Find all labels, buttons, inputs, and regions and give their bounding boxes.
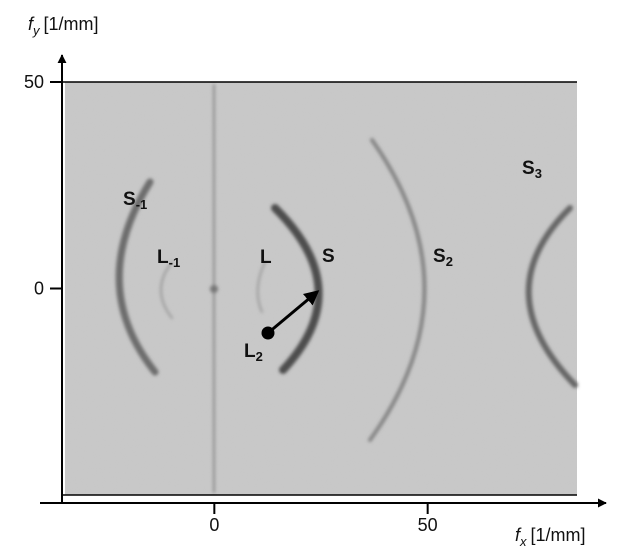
annotation-text: S	[322, 246, 335, 267]
y-label-unit: [1/mm]	[44, 14, 99, 34]
x-axis-label: fx [1/mm]	[515, 525, 586, 547]
annotation: S	[322, 246, 335, 267]
annotation: S-1	[123, 189, 147, 212]
annotation-text: L	[157, 247, 169, 268]
spectrum-image	[65, 82, 578, 495]
arc-s3	[525, 205, 578, 388]
arc-s	[271, 204, 323, 374]
x-tick-label: 0	[209, 515, 219, 535]
annotation: L2	[244, 341, 263, 364]
annotation-text: S	[433, 246, 446, 267]
y-label-sub: y	[32, 23, 41, 38]
x-label-sub: x	[519, 534, 527, 547]
annotation: S3	[522, 158, 542, 181]
x-label-unit: [1/mm]	[531, 525, 586, 545]
x-tick-label: 50	[418, 515, 438, 535]
annotation-text: L	[244, 341, 256, 362]
annotation-sub: 3	[535, 166, 542, 181]
annotation-sub: 2	[256, 349, 263, 364]
annotation: L-1	[157, 247, 180, 270]
annotation-sub: -1	[136, 197, 148, 212]
annotation-text: L	[260, 247, 272, 268]
annotation: S2	[433, 246, 453, 269]
annotation-sub: 2	[446, 254, 453, 269]
arc-l-1	[160, 261, 173, 319]
arc-s2	[368, 138, 427, 442]
center-spot	[210, 285, 218, 293]
annotation-text: S	[123, 189, 136, 210]
annotation-sub: -1	[169, 255, 181, 270]
y-axis-label: fy [1/mm]	[28, 14, 99, 38]
x-label-symbol: f	[515, 525, 522, 545]
y-label-symbol: f	[28, 14, 35, 34]
y-tick-label: 0	[34, 279, 44, 299]
arc-s-1	[115, 178, 159, 376]
arc-l	[256, 261, 266, 313]
arrow	[267, 290, 320, 335]
dot	[261, 326, 275, 340]
y-tick-label: 50	[24, 72, 44, 92]
annotation-text: S	[522, 158, 535, 179]
annotation: L	[260, 247, 272, 268]
